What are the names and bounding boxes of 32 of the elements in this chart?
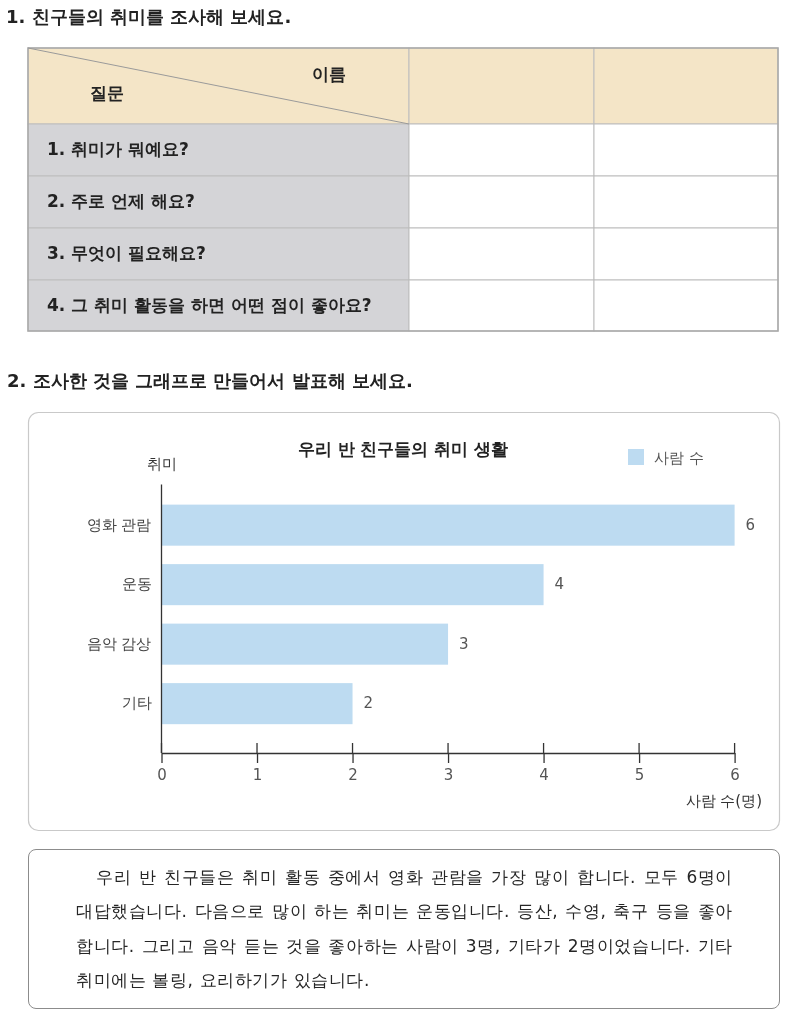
data-label: 2 (363, 694, 374, 713)
data-label: 6 (745, 515, 756, 534)
y-tick-label: 영화 관람 (86, 515, 152, 534)
text: 1. 취미가 뭐예요? (47, 139, 189, 159)
data-label: 4 (554, 575, 565, 594)
x-tick-label: 1 (252, 765, 263, 784)
x-tick-label: 6 (730, 765, 740, 784)
text: 4. 그 취미 활동을 하면 어떤 점이 좋아요? (47, 294, 372, 315)
y-axis-title: 취미 (146, 454, 177, 473)
bar (161, 623, 449, 665)
text: 2. 조사한 것을 그래프로 만들어서 발표해 보세요. (7, 370, 413, 391)
legend-label: 사람 수 (654, 448, 704, 466)
bar (161, 683, 353, 725)
x-tick-label: 0 (157, 765, 167, 784)
text: 1. 친구들의 취미를 조사해 보세요. (6, 6, 292, 27)
text: 이름 (312, 64, 346, 84)
y-tick-label: 기타 (121, 694, 152, 713)
y-tick-label: 음악 감상 (86, 634, 152, 653)
chart-title: 우리 반 친구들의 취미 생활 (297, 439, 509, 459)
bar (161, 564, 544, 606)
text: 2. 주로 언제 해요? (47, 191, 195, 211)
x-tick-label: 4 (539, 765, 549, 784)
bar (161, 504, 735, 546)
x-tick-label: 3 (443, 765, 454, 784)
x-tick-label: 5 (634, 765, 645, 784)
x-axis-title: 사람 수(명) (685, 791, 762, 810)
y-tick-label: 운동 (121, 575, 152, 594)
data-label: 3 (459, 634, 469, 653)
text: 질문 (90, 83, 124, 103)
x-tick-label: 2 (348, 765, 358, 784)
text: 3. 무엇이 필요해요? (47, 243, 206, 263)
text: 우리 반 친구들은 취미 활동 중에서 영화 관람을 가장 많이 합니다. 모두 6명이 대답했습니다. 다음으로 많이 하는 취미는 운동입니다. 등산, 수영, 축구 등을 좋아합니다. 그리고 음악 듣는 것을 좋아하는 사람이 3명, 기타가 2명이었습니다. 기타 취미에는 볼링, 요리하기가 있습니다. (75, 866, 733, 993)
